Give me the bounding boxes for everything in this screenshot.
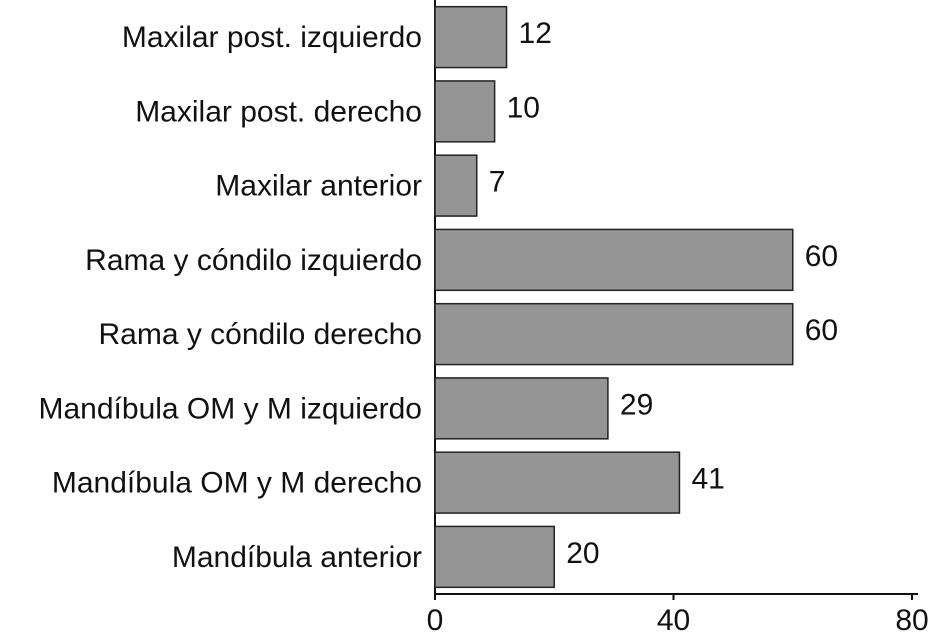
- value-label: 41: [691, 463, 724, 496]
- bar: [434, 154, 478, 217]
- value-label: 60: [805, 314, 838, 347]
- value-label: 20: [566, 537, 599, 570]
- bar: [434, 302, 794, 366]
- value-label: 10: [507, 91, 540, 124]
- value-label: 60: [805, 240, 838, 273]
- bar: [434, 377, 609, 440]
- bar: [434, 5, 508, 69]
- y-tick-label: Mandíbula anterior: [172, 541, 422, 574]
- bar: [434, 525, 555, 589]
- y-tick-label: Rama y cóndilo izquierdo: [85, 244, 422, 277]
- x-tick-label: 0: [427, 604, 444, 635]
- value-label: 7: [489, 166, 506, 199]
- x-tick-label: 80: [895, 604, 928, 635]
- value-label: 29: [620, 388, 653, 421]
- bar: [434, 228, 794, 292]
- y-tick-label: Maxilar post. derecho: [135, 95, 422, 128]
- y-tick-label: Mandíbula OM y M izquierdo: [39, 392, 423, 425]
- y-tick-label: Rama y cóndilo derecho: [98, 318, 422, 351]
- x-tick-label: 40: [657, 604, 690, 635]
- bar: [434, 80, 496, 143]
- y-tick-label: Maxilar post. izquierdo: [122, 21, 422, 54]
- y-tick-label: Mandíbula OM y M derecho: [52, 467, 422, 500]
- y-tick-label: Maxilar anterior: [215, 170, 422, 203]
- bar: [434, 451, 681, 514]
- value-label: 12: [519, 17, 552, 50]
